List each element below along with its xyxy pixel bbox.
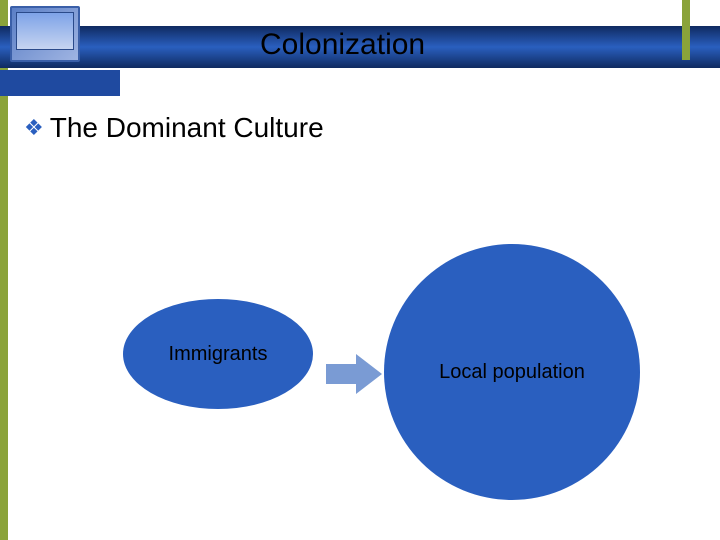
screen-icon	[16, 12, 74, 50]
bullet-list: ❖ The Dominant Culture	[24, 112, 324, 144]
sub-title-bar	[0, 70, 120, 96]
arrow-shape	[326, 354, 382, 394]
right-accent-stripe	[682, 0, 690, 60]
logo-box	[10, 6, 80, 62]
immigrants-ellipse: Immigrants	[123, 299, 313, 409]
immigrants-label: Immigrants	[169, 343, 268, 366]
local-population-circle: Local population	[384, 244, 640, 500]
diamond-bullet-icon: ❖	[24, 117, 44, 139]
local-population-label: Local population	[439, 361, 585, 384]
bullet-text: The Dominant Culture	[50, 112, 324, 144]
arrow-svg	[326, 354, 382, 394]
bullet-item: ❖ The Dominant Culture	[24, 112, 324, 144]
slide: Colonization ❖ The Dominant Culture Immi…	[0, 0, 720, 540]
page-title: Colonization	[260, 28, 425, 62]
arrow-icon	[326, 354, 382, 394]
